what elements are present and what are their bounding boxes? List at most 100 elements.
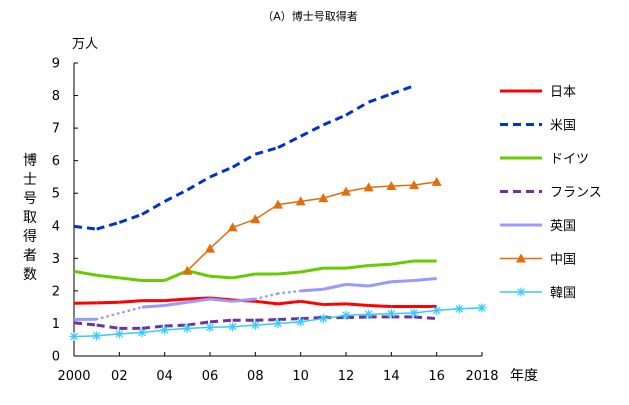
x-tick-label: 04 bbox=[156, 369, 173, 384]
series-segment bbox=[368, 280, 392, 288]
series-segment bbox=[164, 323, 188, 328]
series-segment bbox=[96, 300, 120, 305]
series-segment bbox=[255, 299, 279, 306]
series-segment bbox=[95, 305, 144, 321]
data-point bbox=[318, 314, 328, 324]
series-segment bbox=[345, 315, 369, 320]
series-segment bbox=[300, 287, 324, 293]
series-segment bbox=[163, 188, 189, 203]
series-segment bbox=[368, 262, 392, 267]
series-segment bbox=[209, 297, 233, 303]
series-segment bbox=[209, 165, 234, 179]
data-point bbox=[227, 222, 238, 232]
data-point bbox=[386, 181, 397, 191]
series-segment bbox=[413, 315, 437, 321]
x-tick-label: 2000 bbox=[57, 369, 90, 384]
x-tick-label: 12 bbox=[338, 369, 355, 384]
series-segment bbox=[255, 318, 279, 322]
data-point bbox=[114, 329, 124, 339]
series-segment bbox=[276, 289, 302, 295]
series-segment bbox=[186, 175, 211, 192]
data-point bbox=[409, 308, 419, 318]
y-tick-label: 0 bbox=[52, 350, 60, 365]
series-segment bbox=[277, 270, 301, 276]
data-point bbox=[92, 331, 102, 341]
series-segment bbox=[254, 146, 279, 156]
series-segment bbox=[164, 300, 188, 308]
series-segment bbox=[254, 292, 280, 301]
series-segment bbox=[277, 299, 301, 306]
series-segment bbox=[209, 274, 233, 280]
legend-label: 英国 bbox=[550, 219, 576, 234]
legend-label: フランス bbox=[550, 186, 602, 201]
y-tick-label: 4 bbox=[52, 219, 60, 234]
y-tick-label: 7 bbox=[52, 122, 60, 137]
y-tick-label: 9 bbox=[52, 57, 60, 72]
series-segment bbox=[299, 123, 325, 138]
series-6 bbox=[69, 303, 487, 341]
series-segment bbox=[300, 316, 324, 321]
series-segment bbox=[232, 218, 256, 229]
series-segment bbox=[231, 152, 257, 169]
y-axis-label-char: 士 bbox=[23, 172, 37, 188]
y-tick-label: 3 bbox=[52, 252, 60, 267]
series-segment bbox=[187, 320, 211, 327]
legend-label: 米国 bbox=[550, 119, 576, 134]
series-4 bbox=[73, 277, 437, 322]
series-segment bbox=[277, 317, 301, 322]
series-segment bbox=[300, 299, 324, 307]
chart-title: （A）博士号取得者 bbox=[262, 10, 358, 23]
data-point bbox=[318, 193, 329, 203]
series-segment bbox=[391, 259, 415, 266]
series-3 bbox=[73, 315, 437, 330]
y-tick-label: 2 bbox=[52, 284, 60, 299]
data-point bbox=[364, 309, 374, 319]
legend-label: 韓国 bbox=[550, 286, 576, 301]
data-point bbox=[295, 196, 306, 206]
series-segment bbox=[391, 278, 415, 284]
data-point bbox=[341, 310, 351, 320]
series-segment bbox=[96, 273, 120, 280]
series-segment bbox=[323, 190, 347, 199]
x-tick-label: 10 bbox=[292, 369, 309, 384]
series-segment bbox=[345, 100, 370, 117]
y-tick-label: 8 bbox=[52, 89, 60, 104]
data-point bbox=[250, 320, 260, 330]
data-point bbox=[477, 303, 487, 313]
data-point bbox=[273, 199, 283, 209]
series-segment bbox=[345, 302, 369, 308]
series-segment bbox=[164, 269, 188, 282]
x-tick-label: 14 bbox=[383, 369, 400, 384]
series-segment bbox=[96, 221, 120, 231]
data-point bbox=[228, 322, 238, 332]
series-segment bbox=[277, 200, 301, 206]
x-tick-label: 2018 bbox=[465, 369, 498, 384]
x-axis-label: 年度 bbox=[510, 368, 538, 384]
series-segment bbox=[323, 282, 347, 291]
series-segment bbox=[345, 264, 369, 270]
data-point bbox=[250, 214, 261, 224]
series-segment bbox=[232, 297, 256, 303]
y-tick-label: 1 bbox=[52, 317, 60, 332]
series-segment bbox=[73, 321, 97, 327]
y-axis-label-char: 得 bbox=[23, 228, 37, 245]
data-point bbox=[160, 325, 170, 335]
series-segment bbox=[391, 184, 415, 187]
series-segment bbox=[96, 323, 120, 330]
x-tick-label: 06 bbox=[202, 369, 219, 384]
data-point bbox=[341, 186, 351, 196]
series-segment bbox=[322, 113, 347, 127]
x-tick-label: 16 bbox=[428, 369, 445, 384]
series-segment bbox=[413, 181, 437, 186]
data-point bbox=[432, 305, 442, 315]
series-segment bbox=[186, 269, 211, 278]
data-point bbox=[454, 304, 464, 314]
data-point bbox=[205, 243, 215, 253]
y-tick-label: 5 bbox=[52, 187, 60, 202]
series-segment bbox=[187, 297, 211, 304]
series-2 bbox=[73, 259, 437, 282]
y-axis-label-char: 取 bbox=[23, 210, 37, 226]
y-axis-label-char: 数 bbox=[23, 267, 37, 283]
data-point bbox=[386, 309, 396, 319]
data-point bbox=[431, 176, 442, 186]
